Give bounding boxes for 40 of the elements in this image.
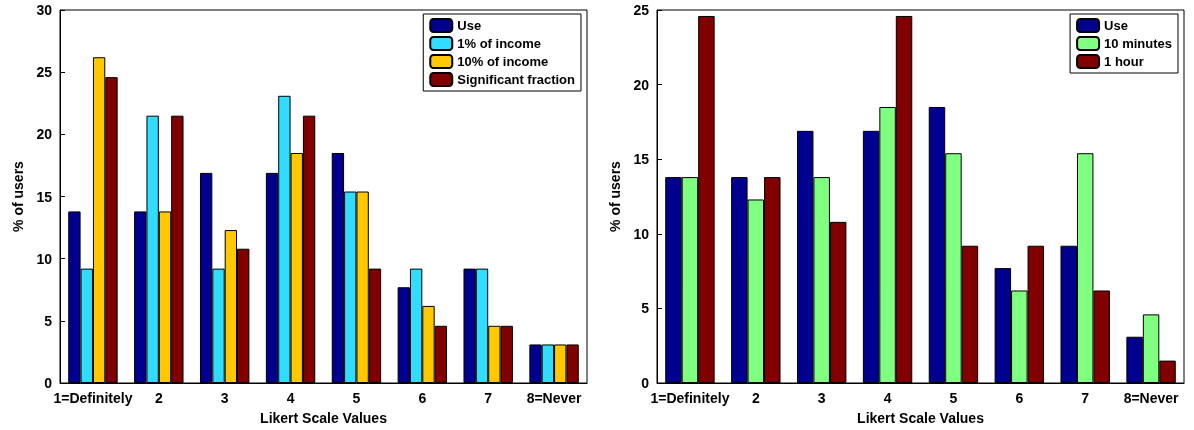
legend-label: Use: [1104, 18, 1128, 33]
y-tick-label: 0: [44, 375, 53, 391]
x-tick-label: 5: [352, 390, 361, 406]
x-tick-label: 2: [751, 390, 760, 406]
x-tick-label: 4: [883, 390, 892, 406]
y-tick-label: 15: [633, 151, 650, 168]
legend-label: Significant fraction: [457, 72, 576, 87]
x-tick-label: 8=Never: [1123, 390, 1180, 406]
legend-label: 1% of income: [457, 36, 542, 51]
x-tick-label: 7: [484, 390, 493, 406]
y-tick-label: 0: [641, 375, 650, 391]
x-tick-label: 8=Never: [526, 390, 583, 406]
x-tick-label: 6: [418, 390, 427, 406]
x-tick-label: 1=Definitely: [53, 390, 133, 406]
x-tick-label: 5: [949, 390, 958, 406]
legend-label: Use: [457, 18, 482, 33]
y-tick-label: 10: [633, 225, 650, 242]
y-tick-label: 30: [36, 2, 53, 18]
y-tick-label: 25: [633, 2, 650, 18]
legend-label: 10% of income: [457, 54, 549, 69]
x-tick-label: 2: [154, 390, 163, 406]
y-tick-label: 20: [36, 126, 53, 143]
y-tick-label: 10: [36, 250, 53, 267]
y-tick-label: 25: [36, 64, 53, 81]
x-tick-label: 3: [220, 390, 229, 406]
y-tick-label: 20: [633, 76, 650, 93]
x-tick-label: 7: [1081, 390, 1090, 406]
x-tick-label: 6: [1015, 390, 1024, 406]
x-axis-title: Likert Scale Values: [857, 410, 985, 426]
y-axis-title: % of users: [607, 160, 623, 232]
legend-label: 10 minutes: [1104, 36, 1173, 51]
legend-label: 1 hour: [1104, 54, 1144, 69]
x-tick-label: 3: [817, 390, 826, 406]
x-axis-title: Likert Scale Values: [260, 410, 388, 426]
y-axis-title: % of users: [10, 160, 26, 232]
x-tick-label: 1=Definitely: [650, 390, 730, 406]
x-tick-label: 4: [286, 390, 295, 406]
y-tick-label: 5: [641, 300, 650, 317]
y-tick-label: 15: [36, 188, 53, 205]
y-tick-label: 5: [44, 312, 53, 329]
